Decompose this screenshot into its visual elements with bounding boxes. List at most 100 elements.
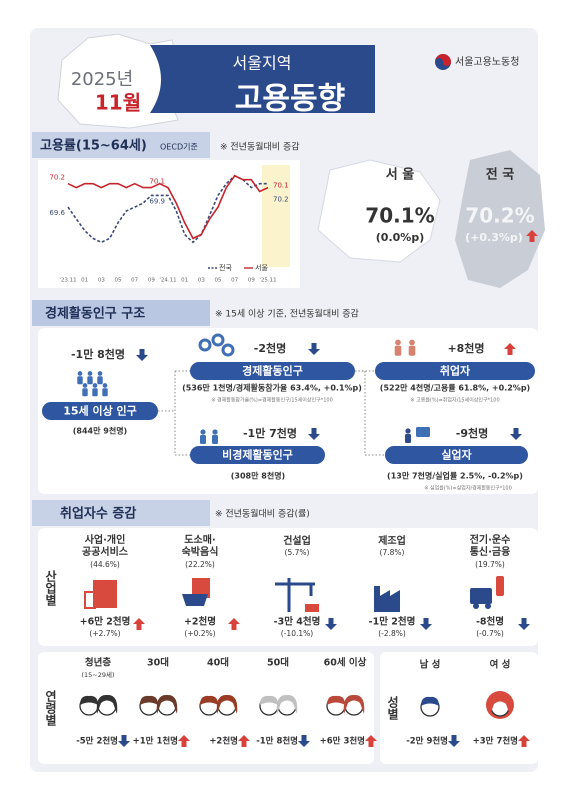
icon [156,694,178,714]
pill [385,446,528,464]
icon [473,603,479,609]
note: ※ 15세 이상 기준, 전년동월대비 증감 [215,308,359,320]
value-label: 69.6 [49,209,65,217]
icon [87,376,93,385]
icon [200,429,206,435]
node-label: 취업자 [440,364,471,378]
down-arrow [118,735,130,747]
card-name: 전 국 [486,167,514,183]
age-change: -5만 2천명 [76,736,118,747]
value-label: 70.1 [273,182,289,190]
year: 2025년 [71,69,133,90]
side-label: 연령별 [44,689,58,727]
age-name: 30대 [147,657,169,669]
node-formula: ※ 고용률(%)=취업자/15세이상인구*100 [410,397,499,404]
down-arrow [308,428,320,440]
icon [416,427,430,437]
down-arrow [510,428,522,440]
industry-name: 건설업 [283,534,311,547]
node-change: -1만 7천명 [243,426,297,440]
up-arrow [238,735,250,747]
up-arrow [228,618,240,630]
icon [200,695,218,705]
age-name: 40대 [207,657,229,669]
industry-share: (7.8%) [380,548,405,557]
node-label: 15세 이상 인구 [63,404,137,418]
panel [380,652,538,764]
x-tick-label: 05 [115,278,122,284]
section-tab [32,300,210,326]
card-value: 70.1% [365,204,434,228]
industry-rate: (-0.7%) [476,629,504,638]
down-arrow [518,618,530,630]
icon [84,591,96,609]
industry-name: 공공서비스 [82,545,128,558]
node-change: -9천명 [456,426,488,440]
x-tick-label: 03 [98,278,105,284]
icon [93,580,117,608]
node-detail: (308만 8천명) [231,471,285,481]
icon [200,435,206,444]
x-tick-label: 01 [81,278,88,284]
gender-change: +3만 7천명 [473,736,518,747]
node-label: 실업자 [441,448,472,462]
icon [77,376,83,385]
section-heading: 경제활동인구 구조 [45,306,145,322]
icon [405,434,411,443]
up-arrow [518,735,530,747]
industry-rate: (+2.7%) [89,629,120,638]
icon [421,696,439,706]
x-tick-label: '25.11 [259,278,276,284]
icon [275,578,315,612]
agency: 서울고용노동청 [455,56,519,68]
industry-change: -1만 2천명 [369,616,416,628]
down-arrow [448,735,460,747]
logo-part [435,54,451,66]
up-arrow [365,735,377,747]
icon [212,435,218,444]
chart-panel [38,160,300,288]
icon [212,429,218,435]
up-arrow [178,735,190,747]
down-arrow [136,349,148,361]
icon [82,388,88,397]
industry-name: 제조업 [378,534,406,547]
node-detail: (536만 1천명/경제활동참가율 63.4%, +0.1%p) [182,383,362,393]
age-sub: (15~29세) [81,670,114,679]
node-label: 비경제활동인구 [222,448,293,462]
x-tick-label: 09 [248,278,255,284]
icon [211,333,225,347]
section-tab [32,132,210,158]
icon [82,383,88,388]
icon [489,695,511,715]
icon [97,376,103,385]
section-tab [32,500,210,526]
icon [102,388,108,397]
x-tick-label: 03 [198,278,205,284]
industry-name: 숙박음식 [182,545,219,558]
industry-rate: (-2.8%) [378,629,406,638]
age-change: +1만 1천명 [133,736,178,747]
industry-change: -3만 4천명 [274,616,321,628]
icon [102,383,108,388]
x-tick-label: 01 [181,278,188,284]
icon [405,428,411,434]
highlight-band [262,165,290,267]
industry-share: (22.2%) [185,560,215,569]
side-label: 성별 [386,696,400,721]
icon [496,576,504,596]
region: 서울지역 [233,54,292,73]
note: ※ 전년동월대비 증감 [220,141,300,153]
x-tick-label: 05 [215,278,222,284]
gender-name: 남 성 [420,659,441,671]
industry-rate: (+0.2%) [184,629,215,638]
pill [42,402,158,420]
node-label: 경제활동인구 [242,364,303,378]
down-arrow [420,618,432,630]
icon [260,695,278,705]
line-series [67,174,269,240]
industry-share: (44.6%) [90,560,120,569]
value-label: 70.2 [273,196,289,204]
icon [192,578,210,598]
down-arrow [308,343,320,355]
